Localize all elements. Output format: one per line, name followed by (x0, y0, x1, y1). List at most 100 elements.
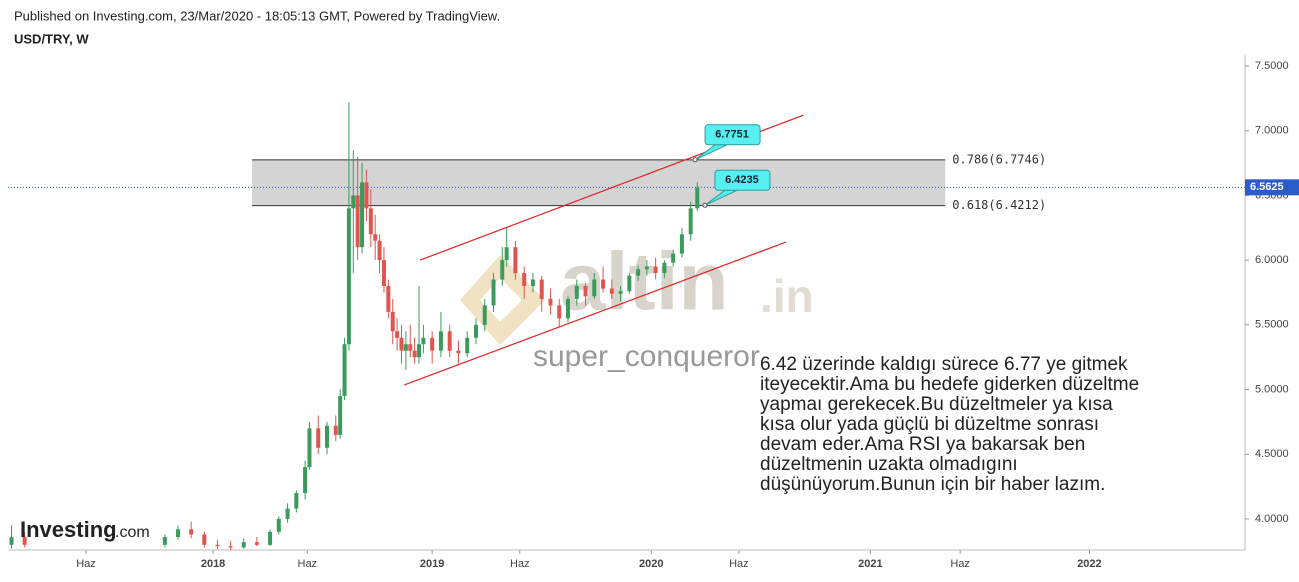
candle-body (491, 279, 496, 306)
last-price-label: 6.5625 (1250, 181, 1284, 193)
callout-point (692, 157, 698, 163)
candle-body (395, 331, 400, 338)
x-tick-label: 2022 (1077, 558, 1101, 570)
candle-body (254, 542, 259, 545)
comment-line: 6.42 üzerinde kaldıgı sürece 6.77 ye git… (760, 354, 1128, 375)
symbol: USD/TRY, W (14, 31, 89, 46)
candle-body (417, 344, 422, 358)
candle-body (9, 537, 14, 545)
candle-body (583, 286, 588, 297)
candle-body (539, 279, 544, 299)
x-tick-label: 2020 (639, 558, 663, 570)
candle-body (316, 428, 321, 448)
candle-body (688, 208, 693, 235)
candle-body (368, 208, 373, 235)
x-tick-label: Haz (298, 558, 318, 570)
y-tick-label: 6.0000 (1255, 254, 1289, 266)
callout-pointer (694, 144, 728, 161)
candle-body (377, 240, 382, 261)
candle-body (636, 269, 641, 276)
candle-body (276, 518, 281, 532)
candle-body (530, 279, 535, 286)
watermark: altin (560, 237, 729, 328)
watermark: super_conqueror (533, 340, 760, 373)
watermark-icon (460, 255, 545, 345)
callout-box (714, 169, 771, 191)
candle-body (482, 305, 487, 325)
candle-body (574, 286, 579, 299)
candle-body (408, 344, 413, 351)
x-tick-label: 2021 (858, 558, 882, 570)
candle-body (671, 253, 676, 263)
comment-line: düşünüyorum.Bunun için bir haber lazım. (760, 474, 1105, 495)
last-price-box (1245, 179, 1299, 196)
candle-body (342, 344, 347, 396)
comment-line: devam eder.Ama RSI ya bakarsak ben (760, 434, 1085, 455)
candle-body (346, 208, 351, 345)
candle-body (601, 279, 606, 289)
callout-box (704, 124, 761, 146)
callout-label: 6.7751 (715, 129, 749, 141)
candle-body (557, 305, 562, 319)
candle-body (412, 350, 417, 358)
candle-body (338, 396, 343, 435)
x-tick-label: Haz (950, 558, 970, 570)
x-tick-label: Haz (729, 558, 749, 570)
candle-body (627, 275, 632, 292)
y-tick-label: 5.5000 (1255, 319, 1289, 331)
fib-label: 0.618(6.4212) (952, 198, 1046, 212)
candle-body (421, 337, 426, 345)
fib-label: 0.786(6.7746) (952, 152, 1046, 166)
candle-body (644, 266, 649, 270)
candle-body (351, 195, 356, 209)
candle-body (399, 337, 404, 351)
candle-body (285, 508, 290, 519)
comment-line: iteyecektir.Ama bu hedefe giderken düzel… (760, 374, 1139, 395)
candle-body (653, 266, 658, 274)
candle-body (609, 288, 614, 294)
candle-body (228, 546, 233, 548)
candle-body (303, 467, 308, 494)
logo: Investing (20, 517, 117, 542)
candle-body (679, 234, 684, 254)
x-tick-label: Haz (510, 558, 530, 570)
candle-body (373, 234, 378, 241)
candle-body (162, 537, 167, 545)
candle-body (522, 273, 527, 286)
y-tick-label: 4.0000 (1255, 513, 1289, 525)
y-tick-label: 7.5000 (1255, 60, 1289, 72)
candle-body (294, 493, 299, 509)
callout-point (702, 202, 708, 208)
candle-body (202, 534, 207, 545)
candle-body (500, 260, 505, 280)
candle-body (695, 187, 700, 209)
candle-body (355, 195, 360, 248)
candle-body (333, 425, 338, 435)
candle-body (215, 544, 220, 547)
candle-body (662, 262, 667, 274)
comment-line: kısa olur yada güçlü bi düzeltme sonrası (760, 414, 1099, 435)
x-tick-label: 2018 (201, 558, 225, 570)
candle-body (513, 247, 518, 274)
candle-body (176, 529, 181, 538)
comment-line: düzeltmenin uzakta olmadıgını (760, 454, 1018, 475)
candle-body (504, 247, 509, 261)
candle-body (22, 537, 27, 545)
candle-body (364, 182, 369, 209)
candle-body (403, 344, 408, 351)
candle-body (381, 260, 386, 286)
candle-body (324, 425, 329, 448)
candle-body (390, 311, 395, 332)
y-tick-label: 4.5000 (1255, 448, 1289, 460)
candle-body (473, 324, 478, 338)
x-tick-label: Haz (76, 558, 96, 570)
candle-body (438, 331, 443, 351)
candle-body (189, 529, 194, 535)
candle-body (456, 350, 461, 354)
candle-body (430, 337, 435, 351)
logo: .com (115, 524, 150, 541)
candle-body (592, 279, 597, 297)
y-tick-label: 5.0000 (1255, 383, 1289, 395)
